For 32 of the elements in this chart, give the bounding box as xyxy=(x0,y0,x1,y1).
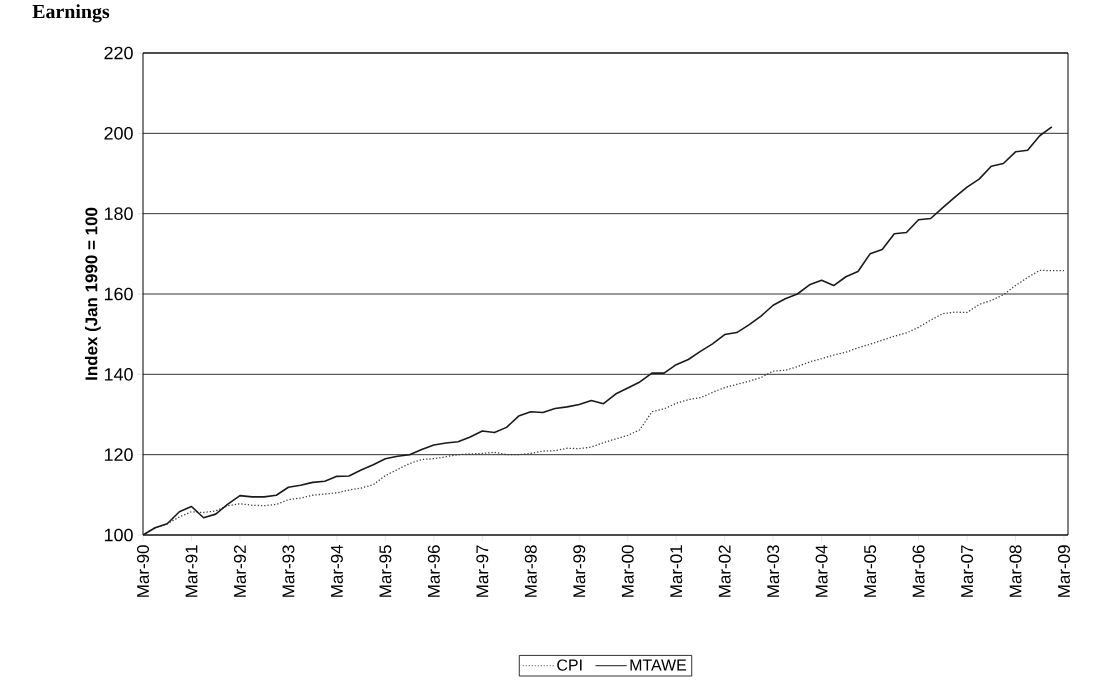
x-tick-label: Mar-05 xyxy=(864,545,877,597)
x-tick-label: Mar-95 xyxy=(379,545,392,597)
x-tick-label: Mar-98 xyxy=(524,545,537,597)
y-tick-label: 120 xyxy=(104,448,133,462)
chart-title: Earnings xyxy=(32,4,110,23)
x-tick-label: Mar-02 xyxy=(718,545,731,597)
x-tick-label: Mar-04 xyxy=(815,545,828,597)
x-tick-label: Mar-08 xyxy=(1009,545,1022,597)
x-tick-label: Mar-91 xyxy=(185,545,198,597)
y-tick-label: 180 xyxy=(104,207,133,221)
legend-label: CPI xyxy=(557,659,582,671)
x-tick-label: Mar-92 xyxy=(233,545,246,597)
x-tick-label: Mar-96 xyxy=(427,545,440,597)
x-tick-label: Mar-06 xyxy=(912,545,925,597)
y-axis-title: Index (Jan 1990 = 100 xyxy=(84,207,101,380)
y-tick-label: 100 xyxy=(104,528,133,542)
x-tick-label: Mar-94 xyxy=(330,545,343,597)
x-tick-label: Mar-03 xyxy=(767,545,780,597)
x-tick-label: Mar-99 xyxy=(573,545,586,597)
x-tick-label: Mar-01 xyxy=(670,545,683,597)
x-tick-label: Mar-93 xyxy=(282,545,295,597)
x-tick-label: Mar-00 xyxy=(621,545,634,597)
line-series xyxy=(143,126,1053,536)
x-tick-label: Mar-09 xyxy=(1057,545,1070,597)
x-tick-label: Mar-90 xyxy=(137,545,149,597)
y-tick-label: 140 xyxy=(104,367,133,381)
y-tick-label: 200 xyxy=(104,126,133,140)
x-tick-label: Mar-97 xyxy=(476,545,489,597)
y-tick-label: 160 xyxy=(104,287,133,301)
x-tick-label: Mar-07 xyxy=(961,545,974,597)
y-tick-label: 220 xyxy=(104,46,133,60)
legend-label: MTAWE xyxy=(630,659,687,671)
